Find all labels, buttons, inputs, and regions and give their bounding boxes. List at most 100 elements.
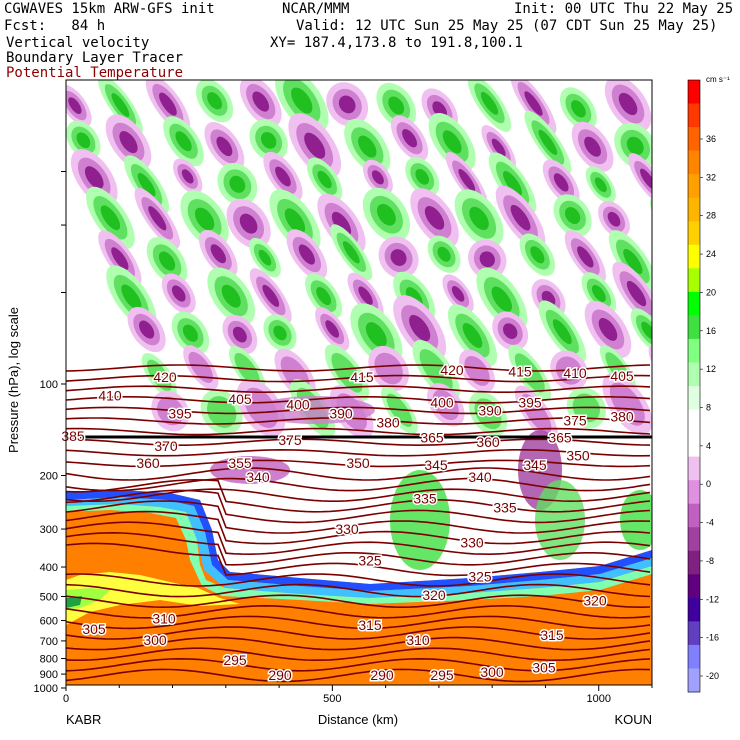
velocity-blob [584, 300, 632, 358]
colorbar-label: -20 [706, 671, 719, 681]
theta-contour [66, 385, 651, 393]
colorbar-swatch [688, 268, 700, 293]
organization: NCAR/MMM [282, 1, 350, 17]
theta-contour [66, 636, 651, 651]
theta-label: 415 [508, 364, 532, 380]
velocity-blob [510, 80, 557, 135]
y-tick-label: 1000 [34, 683, 58, 695]
velocity-blob [173, 158, 203, 195]
y-tick-label: 600 [40, 616, 58, 628]
theta-contour [66, 406, 651, 415]
theta-label: 300 [143, 632, 167, 648]
velocity-blob [124, 155, 170, 215]
theta-label: 410 [563, 365, 587, 381]
velocity-blob [207, 267, 256, 325]
y-tick-label: 200 [40, 471, 58, 483]
velocity-blob [514, 385, 558, 442]
velocity-blob [226, 198, 271, 249]
theta-label: 375 [563, 413, 587, 429]
y-tick-label: 500 [40, 591, 58, 603]
theta-label: 335 [493, 500, 517, 516]
velocity-blob [249, 268, 292, 324]
velocity-blob [326, 82, 369, 127]
velocity-feature [620, 490, 652, 550]
colorbar-swatch [688, 244, 700, 269]
colorbar-swatch [688, 550, 700, 575]
theta-label: 320 [583, 592, 607, 608]
colorbar-swatch [688, 80, 700, 105]
velocity-blob [305, 273, 343, 319]
theta-label: 330 [335, 521, 359, 537]
velocity-blob [288, 113, 342, 179]
velocity-blob [604, 80, 652, 132]
theta-label: 325 [358, 552, 382, 568]
velocity-blob [163, 116, 204, 167]
velocity-blob [492, 311, 529, 351]
left-endpoint-label: KABR [66, 712, 101, 727]
velocity-blob [559, 87, 597, 131]
velocity-blob [344, 118, 391, 175]
velocity-blob [405, 157, 440, 197]
velocity-blob [204, 122, 245, 171]
theta-contour [66, 626, 651, 640]
theta-contour [66, 396, 651, 404]
velocity-blob [410, 188, 459, 248]
theta-contour [66, 364, 651, 372]
forecast-hour: Fcst: 84 h [4, 18, 106, 34]
theta-label: 295 [223, 652, 247, 668]
theta-label: 345 [424, 457, 448, 473]
velocity-feature [255, 396, 375, 424]
velocity-blob [442, 274, 474, 314]
velocity-blob [249, 119, 288, 162]
theta-label: 400 [286, 397, 310, 413]
colorbar-label: 24 [706, 249, 716, 259]
colorbar-swatch [688, 150, 700, 175]
velocity-blob [263, 314, 297, 352]
theta-label: 360 [136, 455, 160, 471]
theta-label: 315 [358, 617, 382, 633]
velocity-blob [239, 80, 282, 127]
velocity-blob [199, 229, 238, 278]
colorbar-swatch [688, 503, 700, 528]
velocity-blob [508, 344, 552, 401]
colorbar-label: -16 [706, 633, 719, 643]
theta-label: 305 [82, 621, 106, 637]
theta-label: 380 [610, 409, 634, 425]
y-tick-label: 100 [40, 379, 58, 391]
theta-label: 420 [153, 369, 177, 385]
theta-contour [66, 657, 651, 672]
theta-contour [66, 374, 651, 383]
field-vertical-velocity: Vertical velocity [6, 35, 150, 51]
theta-contour [66, 615, 651, 630]
theta-contour [66, 478, 651, 513]
colorbar-label: 28 [706, 211, 716, 221]
theta-contour [66, 459, 651, 468]
colorbar-swatch [688, 362, 700, 387]
colorbar-swatch [688, 127, 700, 152]
theta-contour [66, 448, 651, 457]
x-axis-label: Distance (km) [318, 712, 398, 727]
colorbar-swatch [688, 221, 700, 246]
theta-contour [66, 467, 651, 481]
velocity-blob [180, 190, 229, 248]
y-tick-label: 300 [40, 524, 58, 536]
velocity-feature [390, 470, 450, 570]
velocity-blob [315, 307, 350, 351]
velocity-blob [488, 152, 537, 215]
theta-contour [66, 477, 651, 492]
colorbar-swatch [688, 197, 700, 222]
colorbar-swatch [688, 409, 700, 434]
colorbar-label: -12 [706, 594, 719, 604]
potential-temperature-contours [66, 364, 651, 683]
theta-contour [66, 510, 651, 545]
colorbar-label: -8 [706, 556, 714, 566]
theta-label: 290 [370, 667, 394, 683]
colorbar-swatch [688, 480, 700, 505]
theta-label: 340 [246, 469, 270, 485]
theta-contour [66, 573, 651, 587]
colorbar-swatch [688, 597, 700, 622]
colorbar-label: 4 [706, 441, 711, 451]
theta-label: 410 [98, 387, 122, 403]
colorbar-swatch [688, 103, 700, 128]
velocity-blob [519, 233, 556, 277]
